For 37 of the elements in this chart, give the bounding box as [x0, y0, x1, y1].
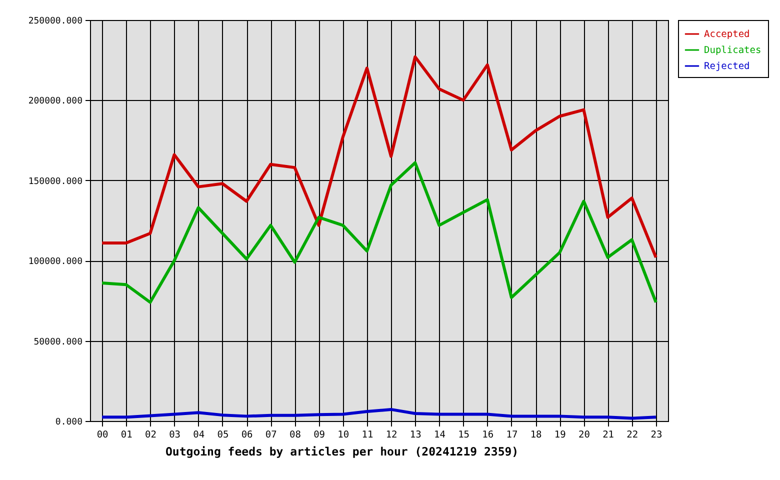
x-tick-label: 04: [193, 430, 205, 440]
legend-label: Duplicates: [704, 45, 762, 56]
x-tick-label: 22: [626, 430, 638, 440]
x-tick-label: 21: [602, 430, 614, 440]
legend-label: Accepted: [704, 29, 750, 40]
x-tick-label: 17: [506, 430, 518, 440]
x-tick-label: 20: [578, 430, 590, 440]
x-axis-title: Outgoing feeds by articles per hour (20241219 2359): [166, 444, 519, 458]
x-tick-label: 14: [434, 430, 446, 440]
line-series: [100, 408, 658, 420]
x-tick-label: 19: [554, 430, 566, 440]
x-tick-label: 09: [314, 430, 326, 440]
x-tick-label: 11: [362, 430, 374, 440]
x-tick-label: 07: [265, 430, 277, 440]
x-tick-label: 10: [338, 430, 350, 440]
x-tick-label: 01: [120, 430, 133, 440]
x-tick-label: 05: [217, 430, 229, 440]
x-tick-label: 16: [482, 430, 494, 440]
y-tick-label: 0.000: [55, 418, 82, 428]
x-tick-label: 02: [144, 430, 156, 440]
x-tick-label: 23: [650, 430, 662, 440]
x-tick-label: 13: [410, 430, 422, 440]
y-tick-label: 200000.000: [28, 96, 82, 107]
legend-label: Rejected: [704, 61, 750, 72]
y-tick-label: 100000.000: [28, 257, 82, 268]
y-tick-label: 150000.000: [28, 176, 82, 187]
y-tick-label: 250000.000: [28, 16, 82, 26]
line-series: [100, 55, 658, 259]
line-series: [100, 161, 658, 304]
x-tick-label: 03: [169, 430, 181, 440]
x-tick-label: 12: [386, 430, 398, 440]
y-tick-label: 50000.000: [34, 337, 82, 348]
x-tick-label: 18: [530, 430, 542, 440]
x-tick-label: 15: [458, 430, 470, 440]
x-tick-label: 08: [289, 430, 302, 440]
x-tick-label: 06: [241, 430, 254, 440]
x-tick-label: 00: [96, 430, 109, 440]
